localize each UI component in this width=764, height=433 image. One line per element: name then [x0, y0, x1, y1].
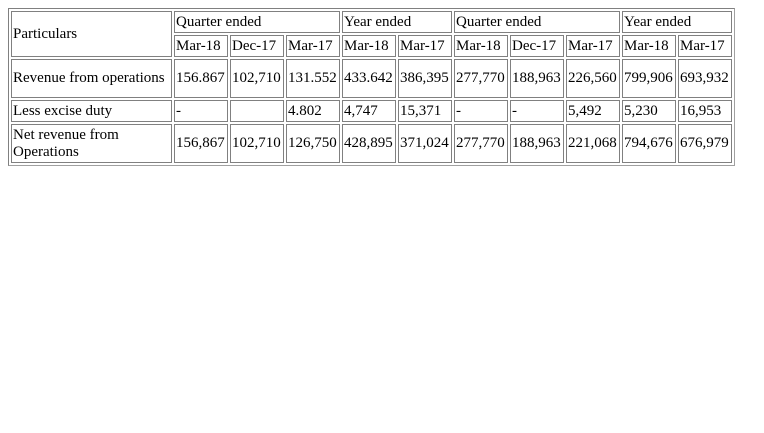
table-cell: 799,906	[622, 59, 676, 98]
table-cell: 5,492	[566, 100, 620, 122]
table-cell: 386,395	[398, 59, 452, 98]
row-label-revenue: Revenue from operations	[11, 59, 172, 98]
table-cell: 131.552	[286, 59, 340, 98]
table-cell: 221,068	[566, 124, 620, 163]
financial-table: Particulars Quarter ended Year ended Qua…	[8, 8, 735, 166]
table-cell: 4,747	[342, 100, 396, 122]
table-cell: -	[454, 100, 508, 122]
table-cell: -	[174, 100, 228, 122]
row-label-excise: Less excise duty	[11, 100, 172, 122]
period-header: Dec-17	[230, 35, 284, 57]
period-header: Mar-18	[342, 35, 396, 57]
period-header: Mar-17	[398, 35, 452, 57]
period-header-row: Mar-18 Dec-17 Mar-17 Mar-18 Mar-17 Mar-1…	[11, 35, 732, 57]
table-cell: 428,895	[342, 124, 396, 163]
group-header-row: Particulars Quarter ended Year ended Qua…	[11, 11, 732, 57]
table-cell: 371,024	[398, 124, 452, 163]
table-cell: 188,963	[510, 124, 564, 163]
table-cell: 156,867	[174, 124, 228, 163]
row-label-net-revenue: Net revenue from Operations	[11, 124, 172, 163]
group-header-quarter-ended-2: Quarter ended	[454, 11, 620, 33]
table-cell: -	[510, 100, 564, 122]
particulars-header: Particulars	[11, 11, 172, 57]
table-cell: 433.642	[342, 59, 396, 98]
period-header: Dec-17	[510, 35, 564, 57]
period-header: Mar-18	[454, 35, 508, 57]
group-header-year-ended-1: Year ended	[342, 11, 452, 33]
group-header-quarter-ended-1: Quarter ended	[174, 11, 340, 33]
period-header: Mar-17	[678, 35, 732, 57]
table-row-net-revenue: Net revenue from Operations 156,867 102,…	[11, 124, 732, 163]
table-row-revenue: Revenue from operations 156.867 102,710 …	[11, 59, 732, 98]
table-cell: 188,963	[510, 59, 564, 98]
table-cell: 126,750	[286, 124, 340, 163]
table-cell: 4.802	[286, 100, 340, 122]
table-row-excise: Less excise duty - 4.802 4,747 15,371 - …	[11, 100, 732, 122]
period-header: Mar-18	[622, 35, 676, 57]
table-cell: 102,710	[230, 59, 284, 98]
period-header: Mar-18	[174, 35, 228, 57]
table-cell: 15,371	[398, 100, 452, 122]
table-cell: 16,953	[678, 100, 732, 122]
table-cell: 277,770	[454, 124, 508, 163]
table-cell	[230, 100, 284, 122]
table-cell: 693,932	[678, 59, 732, 98]
table-cell: 676,979	[678, 124, 732, 163]
table-cell: 277,770	[454, 59, 508, 98]
table-cell: 794,676	[622, 124, 676, 163]
group-header-year-ended-2: Year ended	[622, 11, 732, 33]
table-cell: 5,230	[622, 100, 676, 122]
period-header: Mar-17	[286, 35, 340, 57]
table-cell: 102,710	[230, 124, 284, 163]
table-cell: 226,560	[566, 59, 620, 98]
table-cell: 156.867	[174, 59, 228, 98]
period-header: Mar-17	[566, 35, 620, 57]
